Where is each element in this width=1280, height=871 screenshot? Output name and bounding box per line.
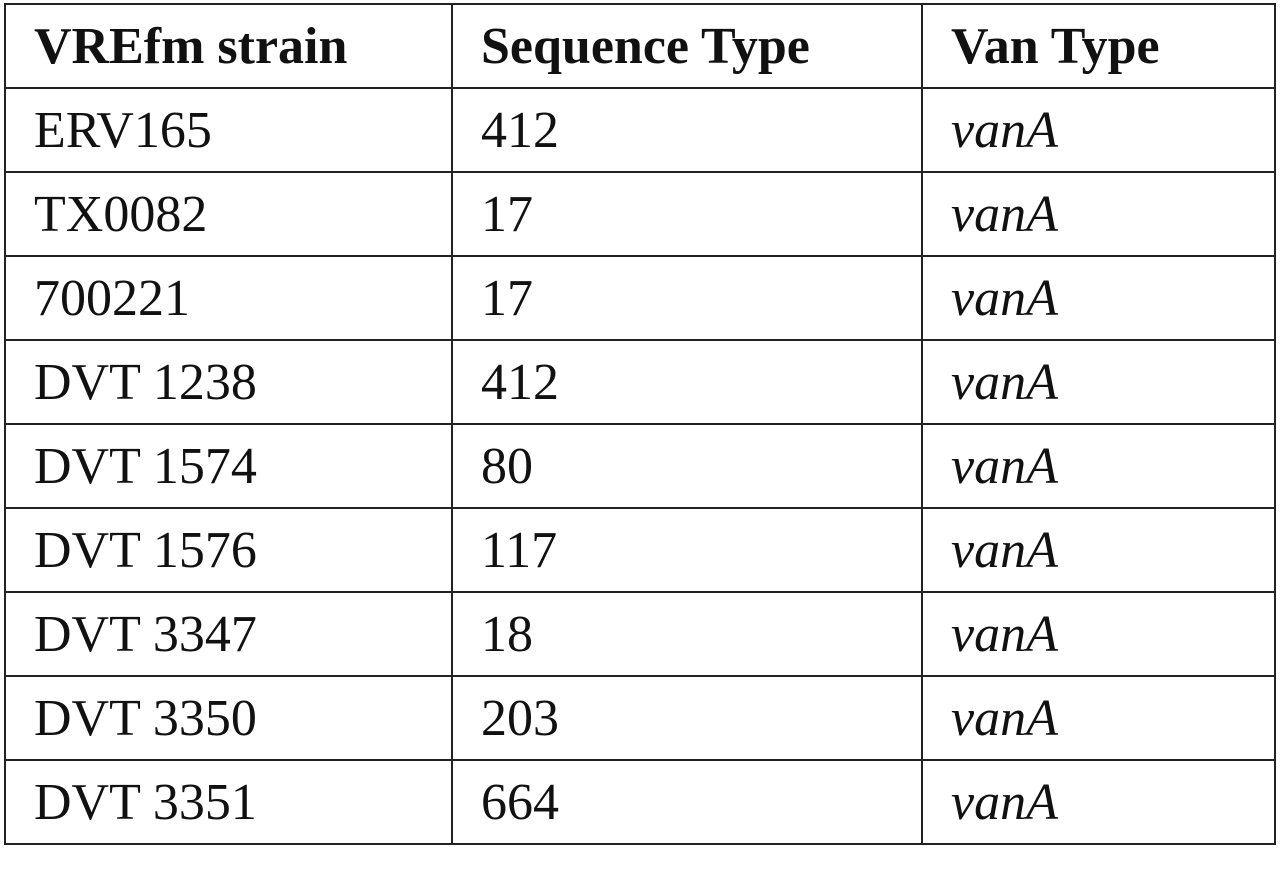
table-row: DVT 3347 18 vanA bbox=[4, 591, 1276, 677]
table-row: DVT 3351 664 vanA bbox=[4, 759, 1276, 845]
table-cell: DVT 1574 bbox=[4, 423, 453, 509]
table-cell: 80 bbox=[451, 423, 923, 509]
table-cell: 203 bbox=[451, 675, 923, 761]
table-cell: 700221 bbox=[4, 255, 453, 341]
table-cell: 18 bbox=[451, 591, 923, 677]
header-cell: Sequence Type bbox=[451, 3, 923, 89]
table-row: DVT 1574 80 vanA bbox=[4, 423, 1276, 509]
table-cell: 664 bbox=[451, 759, 923, 845]
table-cell: vanA bbox=[921, 87, 1276, 173]
table-cell: 17 bbox=[451, 255, 923, 341]
table-cell: vanA bbox=[921, 171, 1276, 257]
table-cell: vanA bbox=[921, 759, 1276, 845]
header-cell: VREfm strain bbox=[4, 3, 453, 89]
table-row: DVT 3350 203 vanA bbox=[4, 675, 1276, 761]
table-body: ERV165 412 vanA TX0082 17 vanA 700221 17 vanA DVT… bbox=[4, 87, 1276, 845]
table-cell: vanA bbox=[921, 507, 1276, 593]
table-cell: vanA bbox=[921, 591, 1276, 677]
table-cell: vanA bbox=[921, 423, 1276, 509]
table-cell: DVT 1576 bbox=[4, 507, 453, 593]
table-row: TX0082 17 vanA bbox=[4, 171, 1276, 257]
header-cell: Van Type bbox=[921, 3, 1276, 89]
table-row: 700221 17 vanA bbox=[4, 255, 1276, 341]
table-cell: 17 bbox=[451, 171, 923, 257]
table-cell: DVT 3347 bbox=[4, 591, 453, 677]
table-cell: 117 bbox=[451, 507, 923, 593]
table-cell: vanA bbox=[921, 339, 1276, 425]
table-cell: 412 bbox=[451, 87, 923, 173]
table-cell: vanA bbox=[921, 675, 1276, 761]
table-row: ERV165 412 vanA bbox=[4, 87, 1276, 173]
table-row: DVT 1576 117 vanA bbox=[4, 507, 1276, 593]
table-cell: DVT 3350 bbox=[4, 675, 453, 761]
table-cell: TX0082 bbox=[4, 171, 453, 257]
table-cell: ERV165 bbox=[4, 87, 453, 173]
table-cell: 412 bbox=[451, 339, 923, 425]
table-row: DVT 1238 412 vanA bbox=[4, 339, 1276, 425]
table-cell: DVT 1238 bbox=[4, 339, 453, 425]
header-row: VREfm strain Sequence Type Van Type bbox=[4, 3, 1276, 89]
strain-table: VREfm strain Sequence Type Van Type ERV1… bbox=[4, 3, 1276, 845]
table-cell: vanA bbox=[921, 255, 1276, 341]
table-cell: DVT 3351 bbox=[4, 759, 453, 845]
